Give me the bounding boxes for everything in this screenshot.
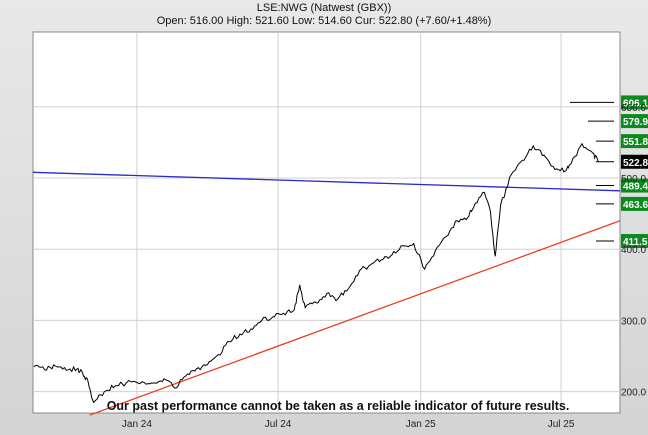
- y-axis: 200.0 300.0 400.0 500.0 600.0: [621, 103, 646, 399]
- level-label: 551.8: [623, 137, 648, 148]
- level-tag: [621, 196, 648, 211]
- y-tick-label: 300.0: [621, 316, 646, 327]
- x-tick-label: Jan 25: [406, 419, 436, 430]
- trendline-red: [89, 220, 621, 416]
- level-tag: [621, 234, 648, 249]
- plot-area: [32, 31, 621, 414]
- level-tag: [621, 178, 648, 193]
- x-axis: Jan 24 Jul 24 Jan 25 Jul 25: [122, 419, 575, 430]
- level-tag: [621, 154, 648, 169]
- trendline-blue: [32, 171, 621, 192]
- level-tag: [621, 114, 648, 129]
- level-tag: [621, 95, 648, 110]
- y-tick-label: 500.0: [621, 174, 646, 185]
- level-label: 522.8: [623, 158, 648, 169]
- y-tick-label: 400.0: [621, 245, 646, 256]
- level-label: 411.5: [623, 237, 648, 248]
- trend-lines: [32, 171, 621, 416]
- chart-title: LSE:NWG (Natwest (GBX)): [256, 2, 392, 14]
- y-tick-label: 200.0: [621, 388, 646, 399]
- disclaimer-text: Our past performance cannot be taken as …: [107, 399, 570, 413]
- level-label: 463.6: [623, 200, 648, 211]
- x-tick-label: Jul 24: [265, 419, 292, 430]
- level-label: 579.9: [623, 117, 648, 128]
- level-tag: [621, 134, 648, 149]
- quote-line: Open: 516.00 High: 521.60 Low: 514.60 Cu…: [156, 15, 492, 27]
- price-series: [33, 142, 599, 404]
- target-levels: 606.1 579.9 551.8 522.8 489.4 463.6 411.5: [570, 95, 648, 249]
- x-tick-label: Jan 24: [122, 419, 152, 430]
- grid-lines: [33, 32, 620, 413]
- level-label: 606.1: [623, 98, 648, 109]
- level-label: 489.4: [623, 182, 648, 193]
- y-tick-label: 600.0: [621, 103, 646, 114]
- price-line: [33, 142, 599, 404]
- x-tick-label: Jul 25: [548, 419, 575, 430]
